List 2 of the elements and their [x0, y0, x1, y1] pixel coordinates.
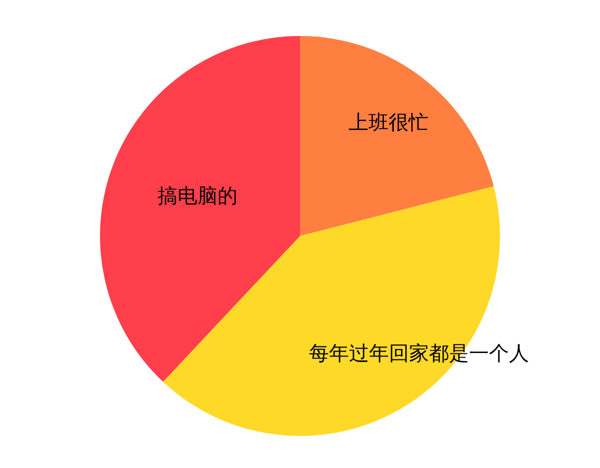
slice-label: 上班很忙 [348, 110, 428, 134]
slice-label: 搞电脑的 [158, 184, 238, 208]
